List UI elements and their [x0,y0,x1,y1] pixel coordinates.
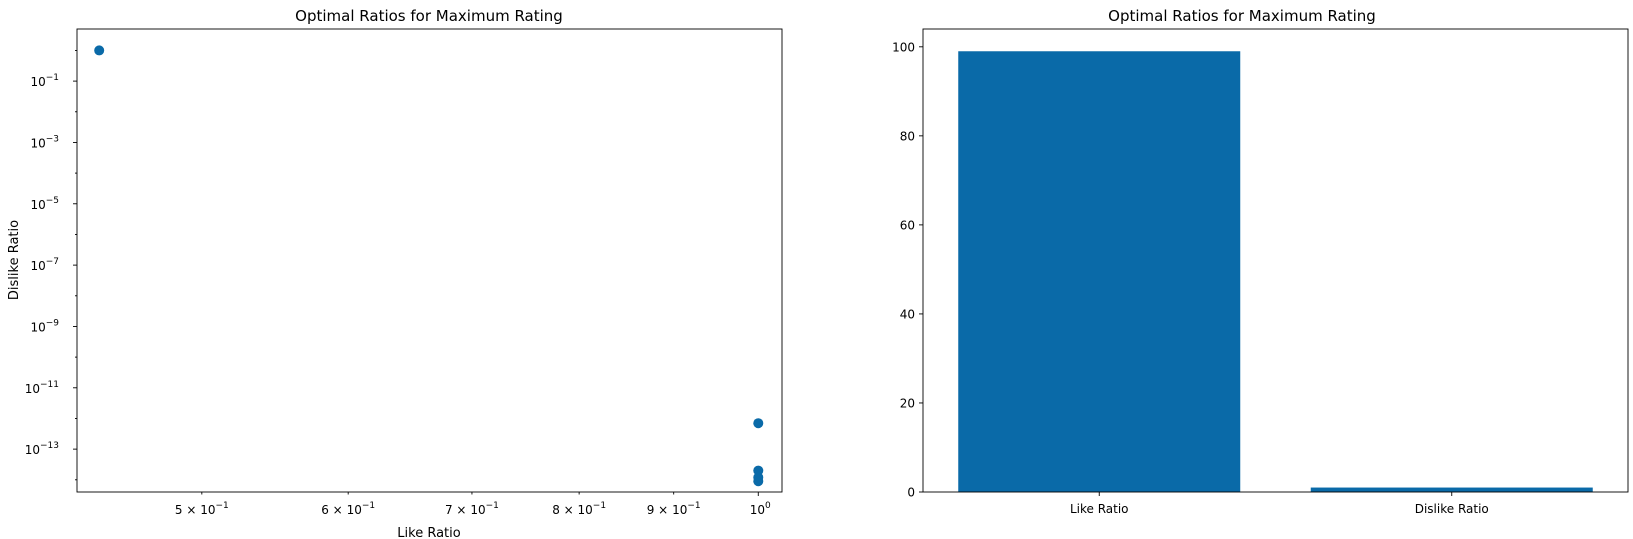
bar-chart-title: Optimal Ratios for Maximum Rating [1108,7,1376,25]
x-tick-label: Dislike Ratio [1415,502,1489,516]
x-tick-label: 8 × 10−1 [552,501,606,517]
scatter-points [94,45,764,487]
y-tick-label: 100 [892,40,915,54]
bar-chart: Optimal Ratios for Maximum Rating 0 20 40 6… [892,7,1629,516]
bar-ticks: 0 20 40 60 80 100 Like Ratio Dislike Ratio [892,40,1489,516]
x-tick-label: 5 × 10−1 [175,501,229,517]
scatter-y-axis-label: Dislike Ratio [7,220,22,300]
x-tick-label: 100 [750,501,771,517]
y-tick-label: 80 [900,129,915,143]
bar [958,51,1241,493]
scatter-chart-title: Optimal Ratios for Maximum Rating [295,7,563,25]
y-tick-label: 10−3 [30,134,59,150]
x-tick-label: Like Ratio [1070,502,1129,516]
y-tick-label: 10−7 [30,257,59,273]
scatter-plot-area [76,28,783,493]
x-tick-label: 6 × 10−1 [321,501,375,517]
y-tick-label: 10−11 [25,380,59,396]
y-tick-label: 10−1 [30,73,59,89]
scatter-chart: Optimal Ratios for Maximum Rating 10−131… [7,7,783,539]
data-point [753,418,764,429]
y-tick-label: 20 [900,396,915,410]
x-tick-label: 9 × 10−1 [647,501,701,517]
bars [958,51,1593,493]
y-tick-label: 40 [900,307,915,321]
scatter-x-axis-label: Like Ratio [397,526,460,539]
y-tick-label: 10−9 [30,318,59,334]
bar-plot-area [922,28,1629,493]
y-tick-label: 60 [900,218,915,232]
y-tick-label: 10−5 [30,196,59,212]
y-tick-label: 0 [907,486,915,500]
data-point [753,476,764,487]
bar [1310,487,1593,492]
data-point [94,45,105,56]
x-tick-label: 7 × 10−1 [445,501,499,517]
y-tick-label: 10−13 [25,441,59,457]
scatter-ticks: 10−13 10−11 10−9 10−7 10−5 10−3 10−1 100 5 × 10−… [25,49,771,517]
